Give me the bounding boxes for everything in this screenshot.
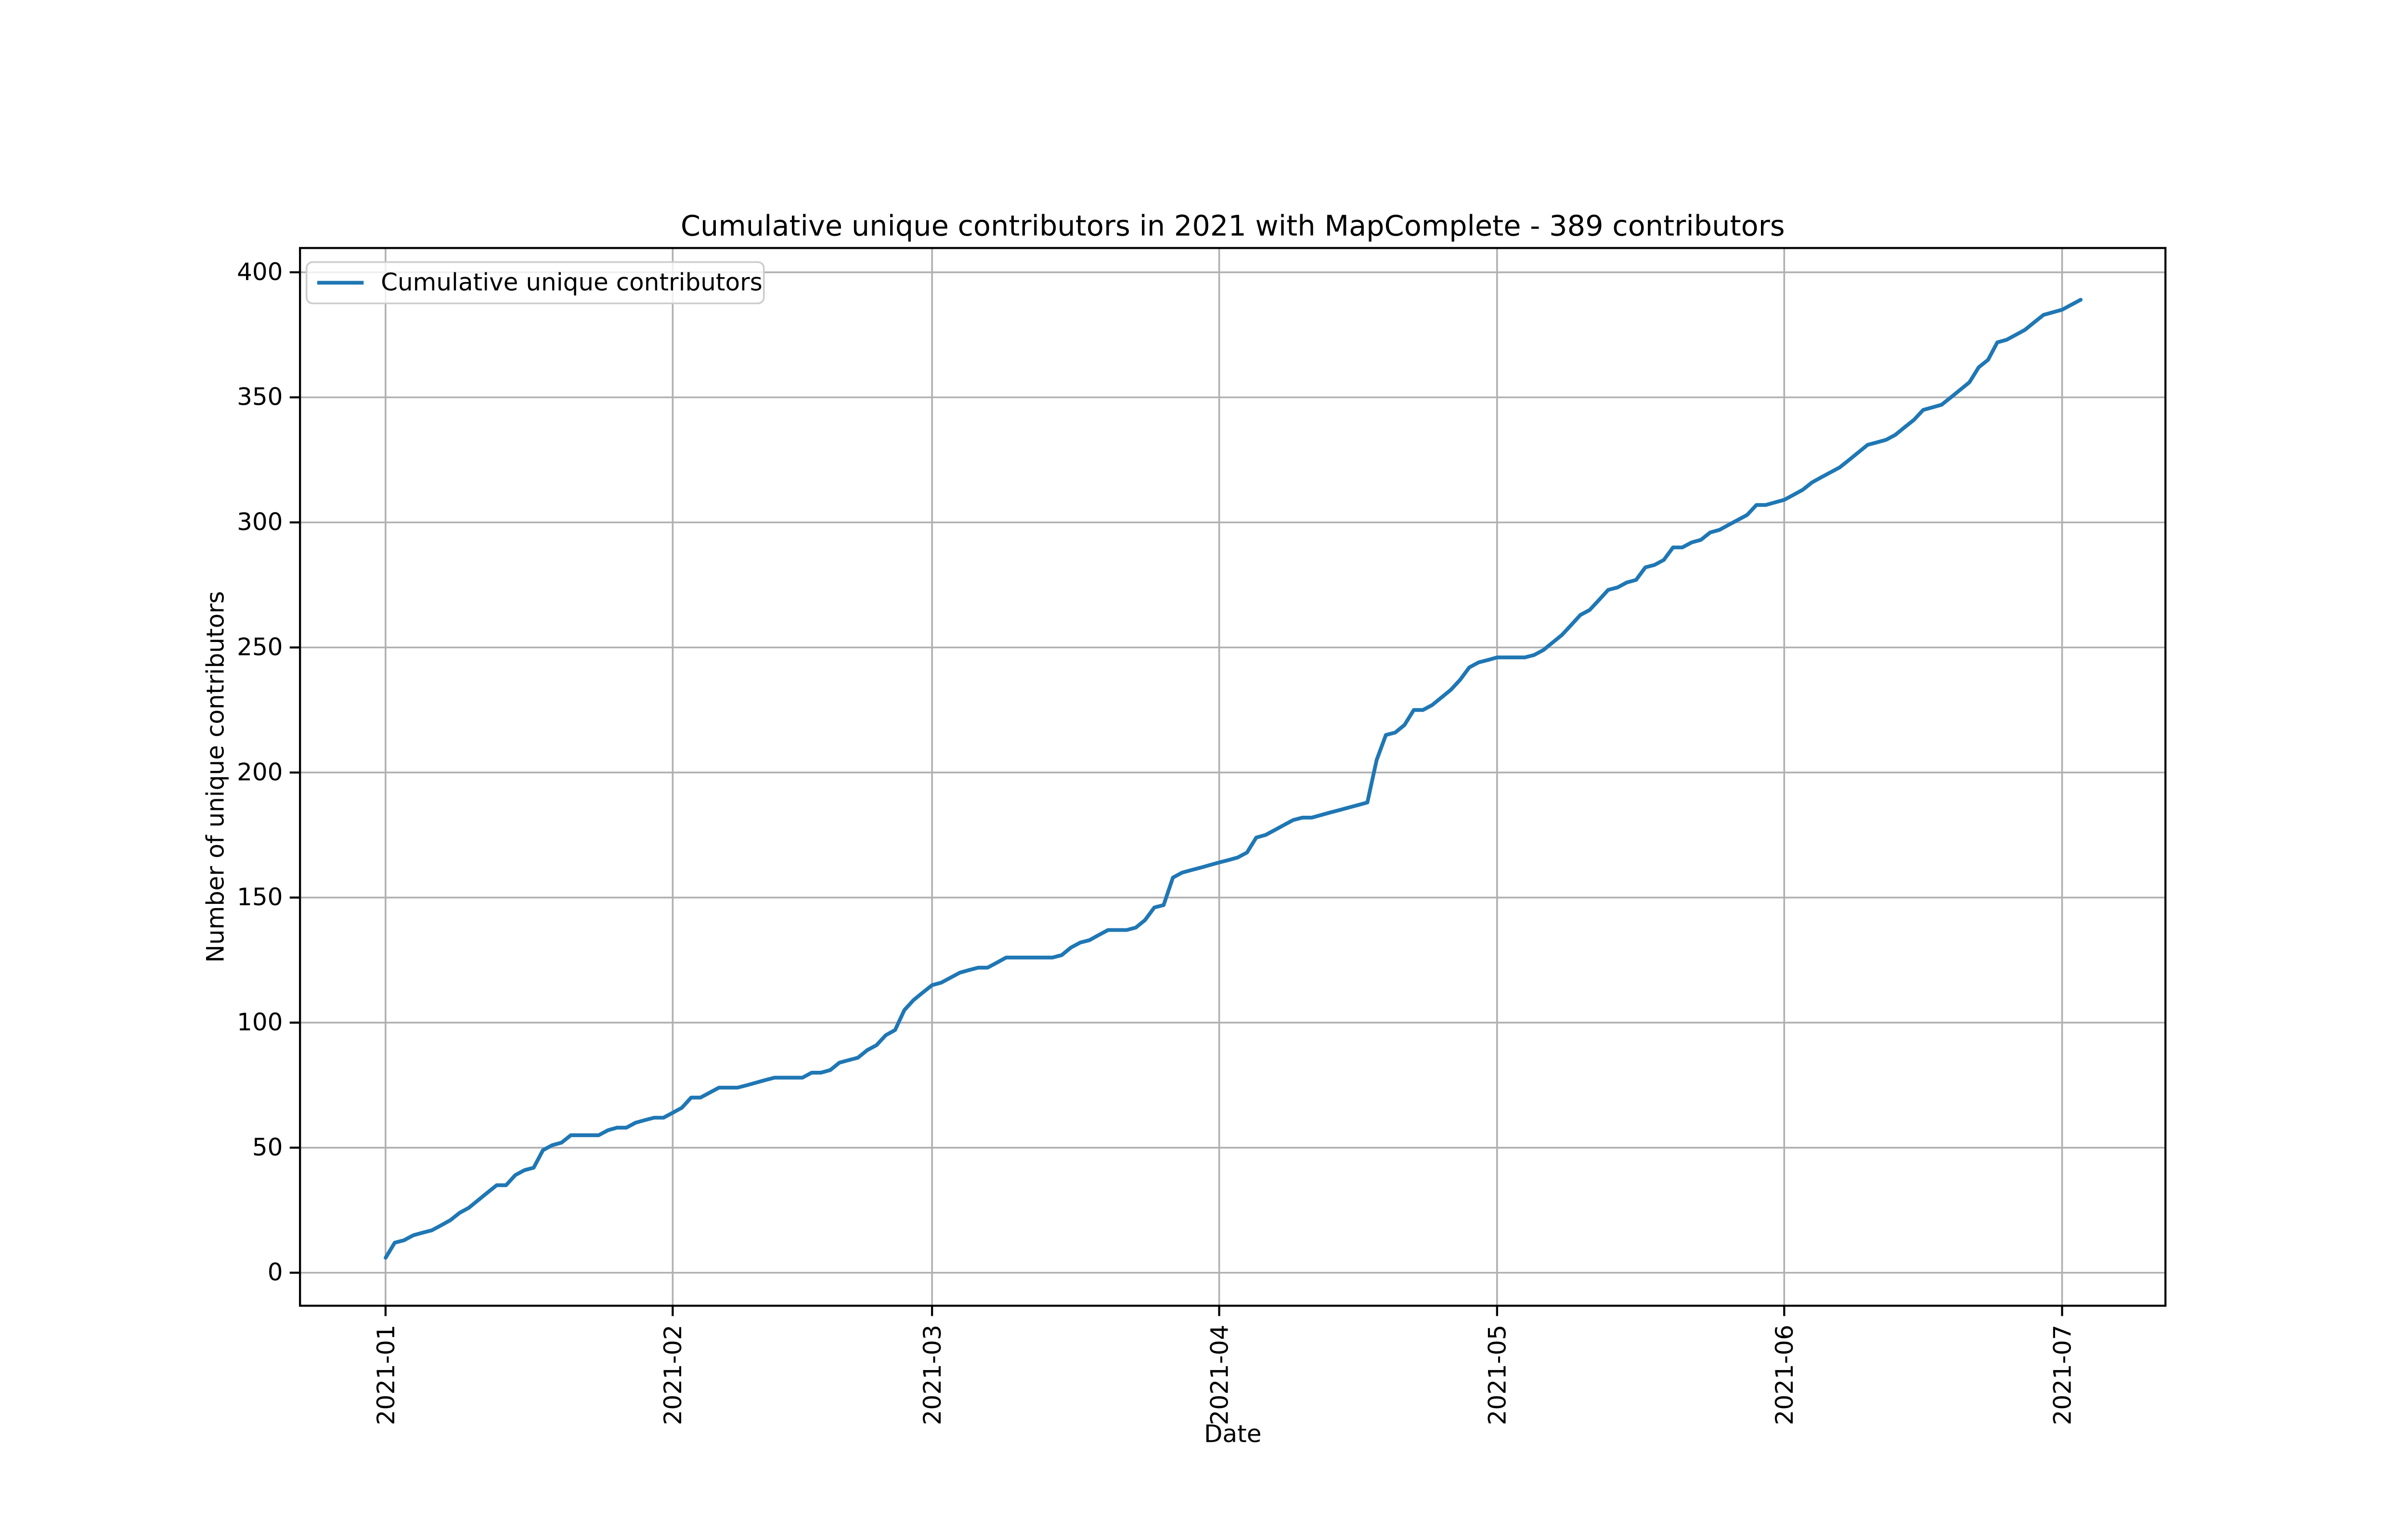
x-tick-label: 2021-06 <box>1771 1325 1799 1425</box>
y-tick-label: 200 <box>237 758 283 786</box>
legend-label: Cumulative unique contributors <box>381 269 763 296</box>
y-tick-label: 50 <box>252 1133 283 1161</box>
chart-title: Cumulative unique contributors in 2021 w… <box>681 209 1785 242</box>
x-tick-label: 2021-03 <box>919 1325 946 1425</box>
plot-border <box>299 247 2167 1307</box>
y-tick-label: 0 <box>268 1258 283 1286</box>
axis-ticks <box>289 271 2063 1316</box>
y-axis-label: Number of unique contributors <box>201 591 229 962</box>
y-tick-label: 350 <box>237 383 283 411</box>
x-axis-label: Date <box>1204 1420 1262 1448</box>
x-tick-label: 2021-07 <box>2048 1325 2076 1425</box>
x-tick-label: 2021-04 <box>1205 1325 1233 1425</box>
axis-tick-labels: 2021-01 2021-02 2021-03 2021-04 2021-05 2021-… <box>237 258 2076 1425</box>
x-tick-label: 2021-01 <box>372 1325 400 1425</box>
y-tick-label: 300 <box>237 508 283 536</box>
data-series-line <box>384 297 2083 1260</box>
x-tick-label: 2021-02 <box>659 1325 687 1425</box>
y-tick-label: 400 <box>237 258 283 286</box>
legend: Cumulative unique contributors <box>306 261 765 305</box>
legend-box <box>306 261 765 305</box>
y-tick-label: 150 <box>237 883 283 911</box>
x-tick-label: 2021-05 <box>1484 1325 1512 1425</box>
y-tick-label: 250 <box>237 633 283 661</box>
y-tick-label: 100 <box>237 1008 283 1036</box>
gridlines <box>300 248 2166 1306</box>
